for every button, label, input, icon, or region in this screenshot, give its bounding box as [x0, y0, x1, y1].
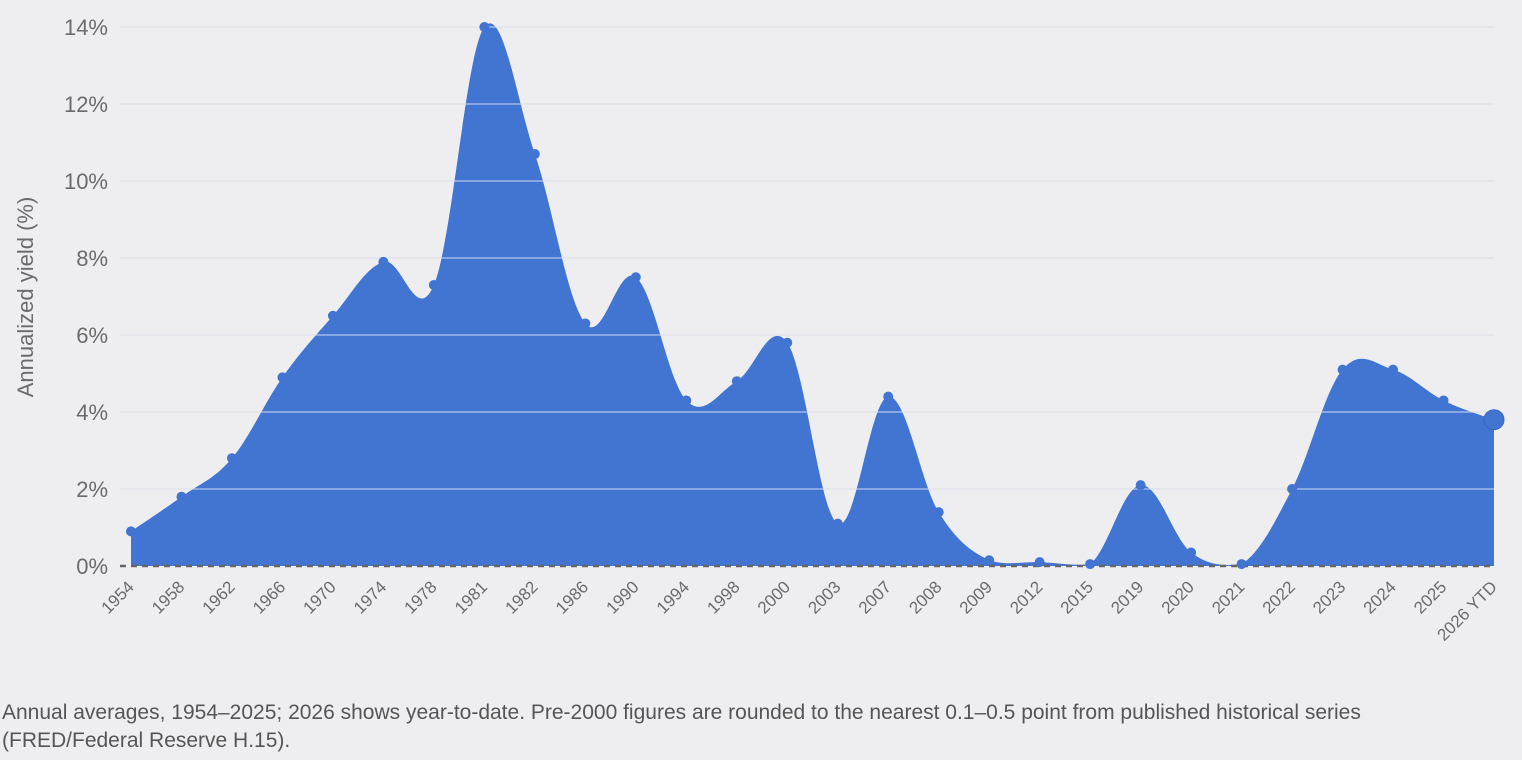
data-point — [1135, 480, 1146, 491]
data-point — [126, 526, 136, 537]
x-tick-label: 2009 — [956, 577, 996, 617]
x-tick-label: 2003 — [804, 577, 844, 617]
data-point — [1483, 409, 1505, 431]
x-tick-label: 2025 — [1410, 577, 1450, 617]
data-point — [327, 310, 338, 321]
data-point — [1236, 559, 1247, 570]
data-point — [1034, 557, 1045, 568]
data-point — [1337, 364, 1348, 375]
data-point — [176, 491, 187, 502]
data-point — [479, 22, 490, 32]
data-points — [126, 22, 1505, 570]
x-tick-label: 1990 — [602, 577, 642, 617]
yield-area — [131, 23, 1494, 567]
chart-footnote: Annual averages, 1954–2025; 2026 shows y… — [2, 701, 1361, 752]
x-tick-label: 1981 — [451, 577, 491, 617]
y-tick-label: 4% — [76, 400, 108, 425]
x-tick-label: 1954 — [98, 577, 138, 617]
yield-area-chart: 0% 2% 4% 6% 8% 10% 12% 14% 1954 1958 1962 1966 1970… — [13, 15, 1505, 645]
x-tick-label: 2007 — [855, 577, 895, 617]
data-point — [1085, 559, 1096, 570]
x-tick-label: 2023 — [1309, 577, 1349, 617]
x-tick-label: 1998 — [703, 577, 743, 617]
y-tick-label: 14% — [64, 15, 108, 40]
data-point — [832, 518, 843, 529]
x-tick-label: 2021 — [1208, 577, 1248, 617]
x-tick-label: 1978 — [401, 577, 441, 617]
x-tick-label: 2019 — [1107, 577, 1147, 617]
data-point — [984, 555, 995, 566]
data-point — [226, 453, 237, 464]
data-point — [630, 272, 641, 283]
data-point — [1438, 395, 1449, 406]
y-tick-label: 8% — [76, 246, 108, 271]
data-point — [933, 507, 944, 518]
data-point — [1287, 484, 1298, 494]
x-axis-ticks: 1954 1958 1962 1966 1970 1974 1978 1981 1982 1986… — [98, 577, 1501, 644]
x-tick-label: 1994 — [653, 577, 693, 617]
x-tick-label: 2022 — [1259, 577, 1299, 617]
y-tick-label: 6% — [76, 323, 108, 348]
data-point — [782, 337, 793, 348]
data-point — [883, 391, 894, 402]
data-point — [580, 318, 591, 329]
y-tick-label: 2% — [76, 477, 108, 502]
x-tick-label: 1966 — [249, 577, 289, 617]
x-tick-label: 1970 — [300, 577, 340, 617]
data-point — [277, 372, 288, 383]
data-point — [731, 376, 742, 387]
x-tick-label: 2015 — [1057, 577, 1097, 617]
data-point — [1388, 364, 1399, 375]
x-tick-label: 2000 — [754, 577, 794, 617]
x-tick-label: 2020 — [1158, 577, 1198, 617]
y-axis-ticks: 0% 2% 4% 6% 8% 10% 12% 14% — [64, 15, 108, 579]
data-point — [681, 395, 692, 406]
overlay-gridlines — [120, 26, 1494, 490]
x-tick-label: 2008 — [905, 577, 945, 617]
y-tick-label: 0% — [76, 554, 108, 579]
x-tick-label: 1962 — [199, 577, 239, 617]
y-tick-label: 10% — [64, 169, 108, 194]
y-axis-label: Annualized yield (%) — [13, 197, 38, 398]
x-tick-label: 2024 — [1360, 577, 1400, 617]
x-tick-label: 2012 — [1006, 577, 1046, 617]
x-tick-label: 1974 — [350, 577, 390, 617]
data-point — [428, 279, 439, 290]
data-point — [1186, 547, 1197, 558]
data-point — [378, 256, 389, 267]
x-tick-label: 1958 — [148, 577, 188, 617]
x-tick-label: 1982 — [501, 577, 541, 617]
x-tick-label: 1986 — [552, 577, 592, 617]
data-point — [529, 149, 540, 160]
y-tick-label: 12% — [64, 92, 108, 117]
